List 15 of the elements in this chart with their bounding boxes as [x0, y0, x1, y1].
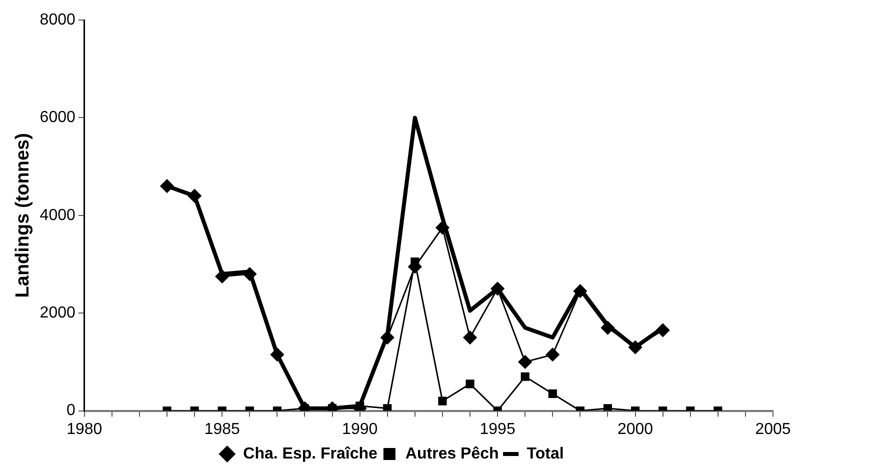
y-tick-label: 8000 — [40, 11, 76, 28]
x-tick-label: 2005 — [755, 420, 791, 438]
y-tick-label: 0 — [66, 402, 76, 420]
y-tick-label: 6000 — [40, 109, 76, 126]
x-tick-label: 1990 — [342, 420, 378, 438]
legend-label: Autres Pêch — [405, 445, 499, 462]
legend-label: Cha. Esp. Fraîche — [243, 445, 378, 462]
y-tick-label: 4000 — [40, 206, 76, 224]
legend-label: Total — [526, 445, 564, 462]
y-tick-label: 2000 — [40, 304, 76, 322]
y-axis-title: Landings (tonnes) — [12, 133, 34, 298]
x-tick-label: 1985 — [204, 420, 240, 438]
x-tick-label: 1980 — [66, 420, 102, 438]
x-tick-label: 1995 — [480, 420, 516, 438]
x-tick-label: 2000 — [617, 420, 654, 438]
